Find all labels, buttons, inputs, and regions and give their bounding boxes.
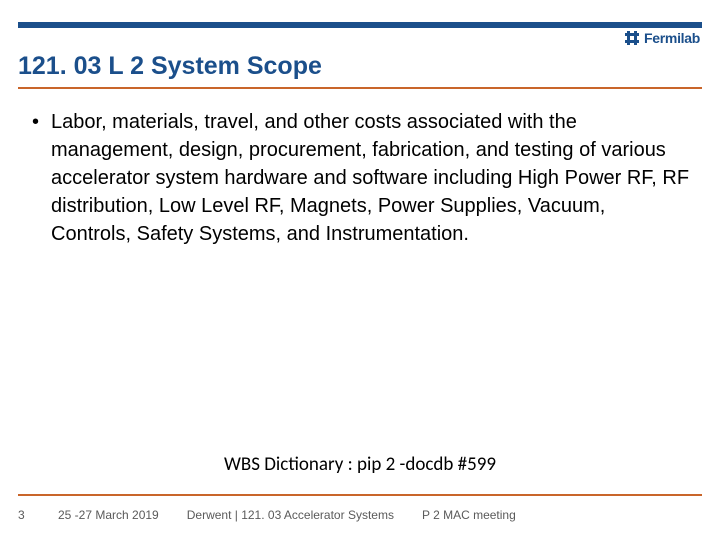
content-area: • Labor, materials, travel, and other co…	[30, 108, 690, 248]
logo: Fermilab	[624, 30, 700, 46]
wbs-reference: WBS Dictionary : pip 2 -docdb #599	[0, 453, 720, 476]
bullet-text: Labor, materials, travel, and other cost…	[51, 108, 690, 248]
footer-date: 25 -27 March 2019	[58, 508, 159, 522]
slide-title: 121. 03 L 2 System Scope	[18, 52, 702, 89]
footer: 3 25 -27 March 2019 Derwent | 121. 03 Ac…	[18, 508, 702, 522]
footer-center: Derwent | 121. 03 Accelerator Systems	[187, 508, 394, 522]
bullet-item: • Labor, materials, travel, and other co…	[30, 108, 690, 248]
footer-rule	[18, 494, 702, 496]
bullet-marker: •	[30, 108, 39, 136]
slide: Fermilab 121. 03 L 2 System Scope • Labo…	[0, 0, 720, 540]
top-rule	[18, 22, 702, 28]
fermilab-icon	[624, 30, 640, 46]
page-number: 3	[18, 508, 30, 522]
footer-right: P 2 MAC meeting	[422, 508, 516, 522]
logo-text: Fermilab	[644, 30, 700, 46]
